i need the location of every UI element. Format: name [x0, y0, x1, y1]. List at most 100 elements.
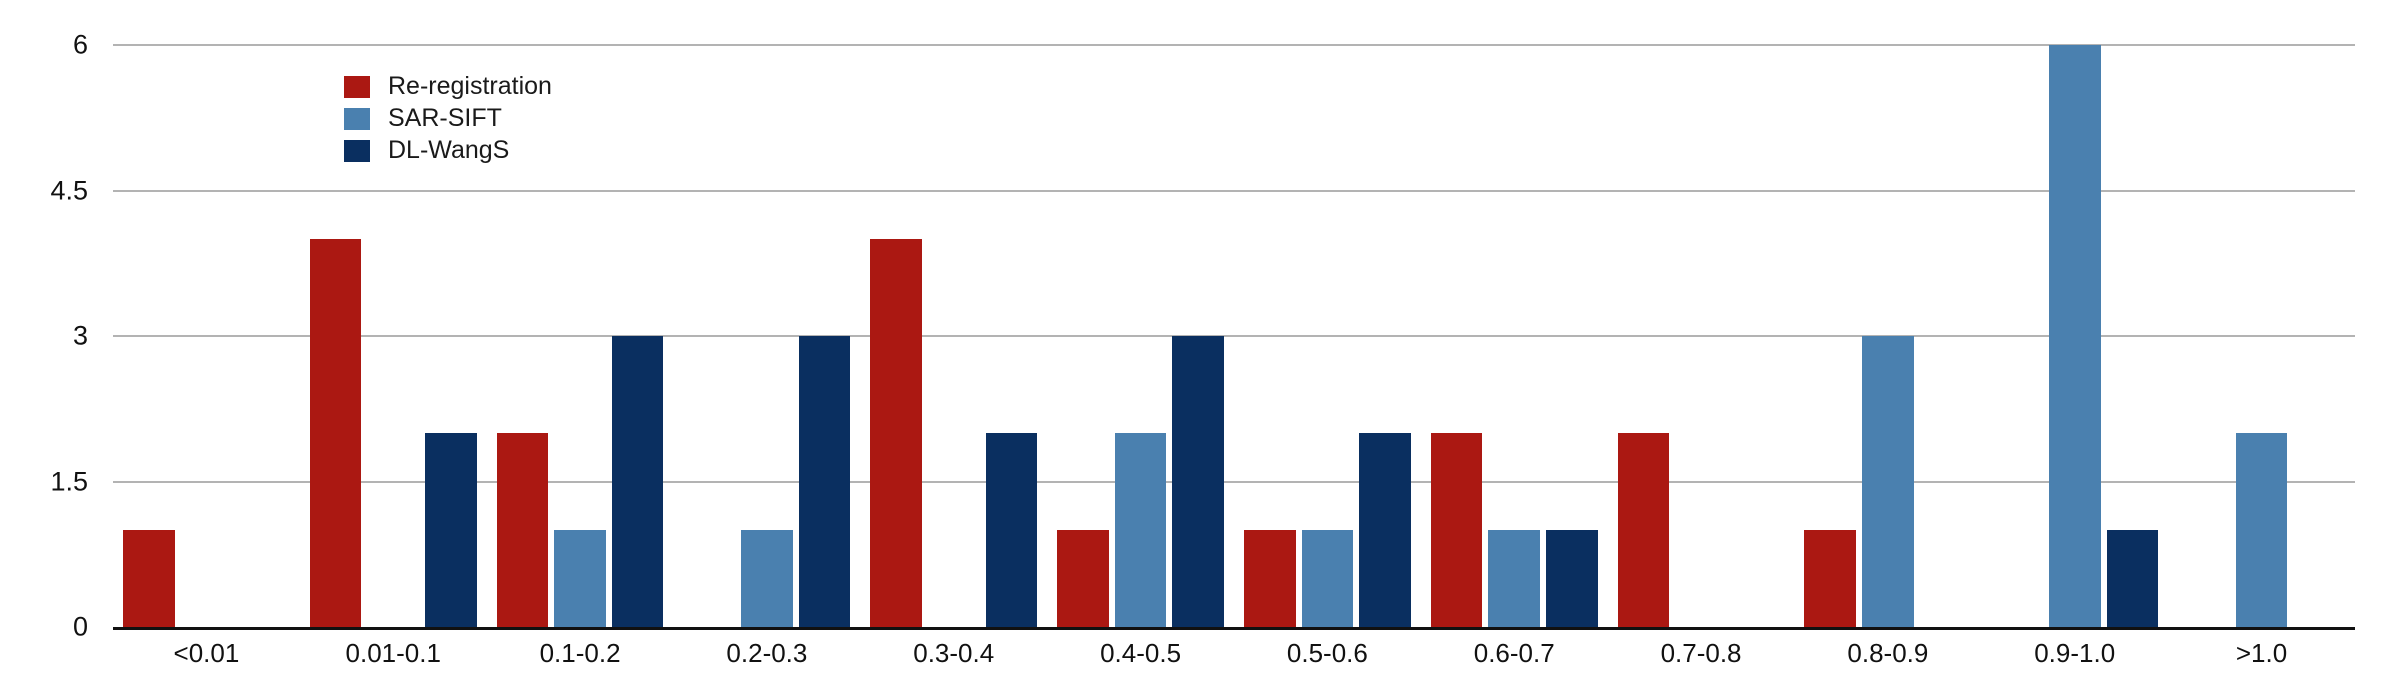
gridline — [113, 44, 2355, 46]
legend-item: DL-WangS — [344, 138, 552, 163]
x-axis-tick-label: 0.7-0.8 — [1660, 638, 1742, 668]
bar-slot — [1675, 45, 1727, 627]
bar-re-registration — [870, 239, 922, 627]
bar-slot — [309, 45, 362, 627]
bar-group — [487, 45, 674, 627]
bar-group — [300, 45, 487, 627]
x-axis-labels: <0.01 0.01-0.1 0.1-0.2 0.2-0.3 0.3-0.4 0.4-0.… — [113, 640, 2355, 666]
bar-dl-wangs — [611, 336, 664, 627]
legend-item: SAR-SIFT — [344, 106, 552, 131]
bar-group — [1421, 45, 1608, 627]
x-axis-tick-label: 0.2-0.3 — [726, 638, 808, 668]
bar-re-registration — [1057, 530, 1109, 627]
bar-slot — [1546, 45, 1598, 627]
bar-sar-sift — [1301, 530, 1354, 627]
bar-dl-wangs — [2106, 530, 2159, 627]
y-axis-tick-label: 0 — [72, 611, 88, 642]
bar-sar-sift — [1862, 336, 1914, 627]
bar-slot — [1862, 45, 1914, 627]
bar-slot — [1804, 45, 1857, 627]
x-axis-tick-label: 0.6-0.7 — [1473, 638, 1555, 668]
y-axis-tick-label: 4.5 — [50, 175, 88, 205]
bar-group — [113, 45, 300, 627]
x-axis-tick-label: >1.0 — [2235, 638, 2288, 668]
bar-sar-sift — [741, 530, 793, 627]
bar-group — [1047, 45, 1234, 627]
x-axis-tick-label: 0.8-0.9 — [1847, 638, 1929, 668]
bar-dl-wangs — [425, 433, 477, 627]
bar-slot — [554, 45, 606, 627]
bar-sar-sift — [2048, 45, 2101, 627]
bar-slot — [1430, 45, 1483, 627]
bar-dl-wangs — [798, 336, 851, 627]
gridlines — [113, 44, 2355, 627]
bar-slot — [1488, 45, 1541, 627]
bar-sar-sift — [1114, 433, 1167, 627]
bar-group — [1234, 45, 1421, 627]
legend-item: Re-registration — [344, 74, 552, 99]
bar-slot — [2235, 45, 2288, 627]
bar-re-registration — [1617, 433, 1670, 627]
bar-re-registration — [309, 239, 362, 627]
bar-slot — [870, 45, 922, 627]
bar-slot — [2106, 45, 2159, 627]
bar-re-registration — [123, 530, 175, 627]
bar-slot — [425, 45, 477, 627]
gridline — [113, 189, 2355, 192]
y-axis-tick-label: 6 — [72, 29, 88, 60]
x-axis-tick-label: 0.4-0.5 — [1100, 638, 1182, 668]
bar-re-registration — [1430, 433, 1483, 627]
bar-slot — [1301, 45, 1354, 627]
bar-slot — [1114, 45, 1167, 627]
plot-area-groups — [113, 45, 2355, 627]
y-axis-tick-label: 3 — [72, 320, 88, 351]
bar-slot — [798, 45, 851, 627]
x-axis-tick-label: 0.9-1.0 — [2034, 638, 2116, 668]
bar-slot — [2048, 45, 2101, 627]
gridline — [113, 480, 2355, 483]
bar-slot — [123, 45, 175, 627]
legend-swatch-icon — [344, 107, 370, 130]
bar-sar-sift — [1488, 530, 1541, 627]
bar-dl-wangs — [1359, 433, 1411, 627]
x-axis-tick-label: <0.01 — [173, 638, 240, 668]
legend-label: DL-WangS — [388, 136, 510, 164]
x-axis-tick-label: 0.1-0.2 — [539, 638, 621, 668]
bar-slot — [496, 45, 549, 627]
bar-group — [673, 45, 860, 627]
x-axis-tick-label: 0.3-0.4 — [913, 638, 995, 668]
bar-sar-sift — [554, 530, 606, 627]
plot-area — [113, 44, 2355, 630]
bar-slot — [1991, 45, 2043, 627]
bar-slot — [2293, 45, 2345, 627]
bar-dl-wangs — [985, 433, 1038, 627]
bar-slot — [1617, 45, 1670, 627]
bar-re-registration — [496, 433, 549, 627]
bar-slot — [741, 45, 793, 627]
bar-slot — [1359, 45, 1411, 627]
bar-slot — [928, 45, 980, 627]
bar-group — [860, 45, 1047, 627]
gridline — [113, 335, 2355, 337]
bar-slot — [1057, 45, 1109, 627]
bar-group — [1794, 45, 1981, 627]
bar-slot — [611, 45, 664, 627]
legend-label: Re-registration — [388, 72, 552, 100]
bar-slot — [1243, 45, 1296, 627]
bar-group — [2168, 45, 2355, 627]
bar-slot — [238, 45, 290, 627]
bar-slot — [1920, 45, 1972, 627]
legend-swatch-icon — [344, 139, 370, 162]
legend-label: SAR-SIFT — [388, 104, 502, 132]
bar-sar-sift — [2235, 433, 2288, 627]
legend-swatch-icon — [344, 75, 370, 98]
bar-slot — [1172, 45, 1224, 627]
x-axis-tick-label: 0.01-0.1 — [345, 638, 441, 668]
bar-slot — [683, 45, 735, 627]
bar-group — [1608, 45, 1795, 627]
bar-slot — [2178, 45, 2230, 627]
bar-re-registration — [1243, 530, 1296, 627]
bar-group — [1981, 45, 2168, 627]
bar-re-registration — [1804, 530, 1857, 627]
